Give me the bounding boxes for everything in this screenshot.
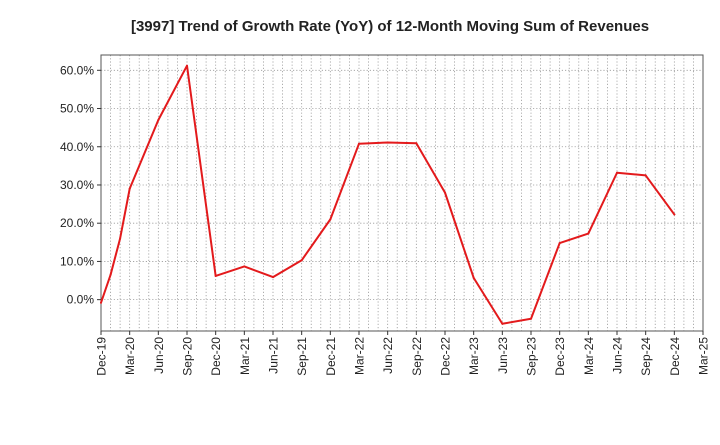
data-point — [673, 213, 676, 216]
data-point — [501, 322, 504, 325]
x-tick-label: Jun-22 — [381, 337, 395, 374]
data-point — [128, 187, 131, 190]
y-tick-label: 10.0% — [60, 254, 94, 268]
x-tick-label: Dec-22 — [439, 337, 453, 376]
data-point — [644, 174, 647, 177]
x-tick-label: Jun-23 — [496, 337, 510, 374]
y-tick-label: 20.0% — [60, 216, 94, 230]
data-point — [214, 274, 217, 277]
data-point — [109, 273, 112, 276]
x-tick-label: Mar-24 — [582, 337, 596, 375]
grid — [101, 55, 703, 331]
data-point — [119, 237, 122, 240]
y-tick-label: 30.0% — [60, 178, 94, 192]
x-tick-label: Jun-24 — [611, 337, 625, 374]
data-point — [243, 265, 246, 268]
data-point — [186, 64, 188, 67]
x-tick-label: Mar-25 — [697, 337, 711, 375]
x-tick-label: Mar-21 — [238, 337, 252, 375]
plot-frame — [100, 54, 704, 332]
y-tick-label: 60.0% — [60, 63, 94, 77]
data-point — [587, 232, 590, 235]
axes — [100, 54, 704, 332]
data-point — [415, 142, 418, 145]
x-tick-label: Dec-21 — [324, 337, 338, 376]
x-tick-label: Jun-21 — [267, 337, 281, 374]
x-tick-label: Mar-22 — [353, 337, 367, 375]
x-tick-label: Sep-20 — [181, 337, 195, 376]
x-tick-label: Sep-21 — [295, 337, 309, 376]
data-point — [358, 142, 360, 145]
data-point — [272, 276, 274, 279]
data-point — [329, 218, 332, 221]
y-axis-ticks: 0.0% 10.0% 20.0% 30.0% 40.0% 50.0% 60.0% — [60, 63, 101, 307]
data-point — [300, 259, 303, 262]
data-point — [100, 301, 102, 304]
x-tick-label: Mar-20 — [123, 337, 137, 375]
chart-title: [3997] Trend of Growth Rate (YoY) of 12-… — [131, 18, 649, 35]
data-point — [444, 191, 446, 194]
y-tick-label: 50.0% — [60, 102, 94, 116]
data-point — [530, 317, 532, 320]
data-point — [558, 242, 561, 245]
x-tick-label: Jun-20 — [152, 337, 166, 374]
x-tick-label: Dec-23 — [553, 337, 567, 376]
series-line — [100, 64, 676, 325]
series-layer — [100, 64, 676, 325]
x-axis-ticks: Dec-19 Mar-20 Jun-20 Sep-20 Dec-20 Mar-21 Jun-… — [95, 331, 711, 376]
x-tick-label: Dec-20 — [209, 337, 223, 376]
x-tick-label: Dec-24 — [668, 337, 682, 376]
x-tick-label: Sep-24 — [639, 337, 653, 376]
x-tick-label: Sep-23 — [525, 337, 539, 376]
x-tick-label: Dec-19 — [95, 337, 109, 376]
x-tick-label: Mar-23 — [467, 337, 481, 375]
data-point — [157, 118, 160, 121]
y-tick-label: 40.0% — [60, 140, 94, 154]
data-point — [472, 276, 475, 279]
y-tick-label: 0.0% — [67, 293, 95, 307]
x-tick-label: Sep-22 — [410, 337, 424, 376]
data-point — [386, 141, 389, 144]
data-point — [616, 171, 618, 174]
